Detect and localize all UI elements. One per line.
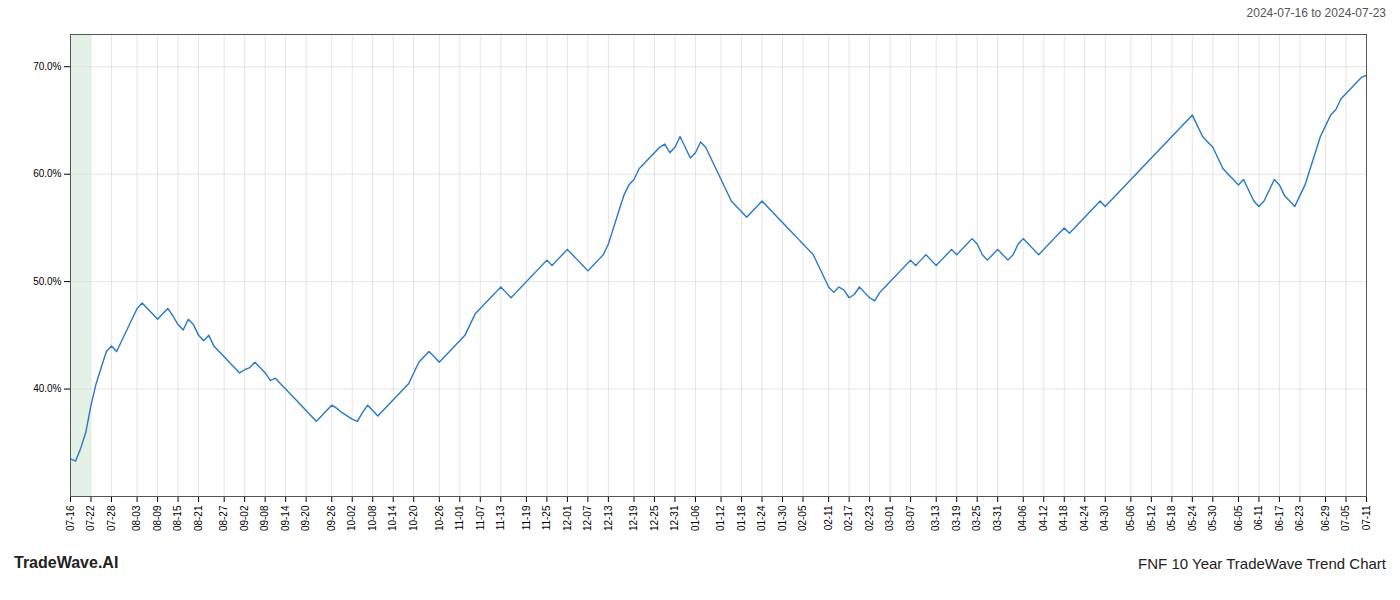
svg-text:11-25: 11-25 <box>541 505 552 530</box>
svg-text:10-02: 10-02 <box>346 505 357 531</box>
svg-text:12-31: 12-31 <box>669 505 680 531</box>
svg-text:12-19: 12-19 <box>628 505 639 531</box>
svg-text:11-13: 11-13 <box>495 505 506 530</box>
svg-text:03-31: 03-31 <box>992 505 1003 531</box>
svg-text:60.0%: 60.0% <box>33 168 61 179</box>
svg-text:07-11: 07-11 <box>1361 505 1372 530</box>
svg-text:01-18: 01-18 <box>736 505 747 531</box>
svg-text:08-21: 08-21 <box>193 505 204 531</box>
svg-text:10-20: 10-20 <box>408 505 419 531</box>
svg-text:40.0%: 40.0% <box>33 383 61 394</box>
svg-text:06-11: 06-11 <box>1253 505 1264 530</box>
svg-text:08-03: 08-03 <box>131 505 142 531</box>
svg-text:07-05: 07-05 <box>1340 505 1351 531</box>
svg-text:01-24: 01-24 <box>756 505 767 531</box>
svg-text:10-26: 10-26 <box>434 505 445 531</box>
svg-text:04-18: 04-18 <box>1058 505 1069 531</box>
svg-text:07-22: 07-22 <box>85 505 96 531</box>
svg-text:02-11: 02-11 <box>823 505 834 530</box>
svg-text:01-06: 01-06 <box>690 505 701 531</box>
svg-text:09-02: 09-02 <box>239 505 250 531</box>
svg-text:12-25: 12-25 <box>649 505 660 531</box>
html-text:FNF 10 Year TradeWave Trend Ch: FNF 10 Year TradeWave Trend Chart <box>1138 555 1386 572</box>
svg-text:09-20: 09-20 <box>300 505 311 531</box>
svg-text:05-18: 05-18 <box>1166 505 1177 531</box>
svg-text:02-23: 02-23 <box>864 505 875 531</box>
svg-text:06-17: 06-17 <box>1274 505 1285 531</box>
svg-text:08-15: 08-15 <box>172 505 183 531</box>
svg-text:07-28: 07-28 <box>106 505 117 531</box>
svg-text:05-12: 05-12 <box>1146 505 1157 531</box>
svg-text:50.0%: 50.0% <box>33 276 61 287</box>
svg-text:11-19: 11-19 <box>521 505 532 530</box>
svg-text:04-12: 04-12 <box>1038 505 1049 531</box>
svg-text:06-05: 06-05 <box>1233 505 1244 531</box>
svg-text:09-14: 09-14 <box>280 505 291 531</box>
svg-text:08-27: 08-27 <box>218 505 229 531</box>
svg-text:03-19: 03-19 <box>951 505 962 531</box>
svg-text:01-30: 01-30 <box>777 505 788 531</box>
svg-text:12-01: 12-01 <box>562 505 573 531</box>
svg-text:05-06: 05-06 <box>1125 505 1136 531</box>
svg-text:06-29: 06-29 <box>1320 505 1331 531</box>
svg-text:01-12: 01-12 <box>715 505 726 531</box>
svg-text:70.0%: 70.0% <box>33 61 61 72</box>
svg-text:12-07: 12-07 <box>582 505 593 531</box>
svg-text:02-17: 02-17 <box>843 505 854 531</box>
svg-text:09-08: 09-08 <box>259 505 270 531</box>
svg-text:09-26: 09-26 <box>326 505 337 531</box>
svg-text:10-14: 10-14 <box>387 505 398 531</box>
svg-text:06-23: 06-23 <box>1294 505 1305 531</box>
svg-text:11-07: 11-07 <box>475 505 486 530</box>
html-text:TradeWave.AI: TradeWave.AI <box>14 554 119 571</box>
svg-text:11-01: 11-01 <box>454 505 465 530</box>
svg-text:10-08: 10-08 <box>367 505 378 531</box>
svg-text:05-24: 05-24 <box>1187 505 1198 531</box>
svg-text:07-16: 07-16 <box>65 505 76 531</box>
svg-text:04-30: 04-30 <box>1099 505 1110 531</box>
html-text:2024-07-16 to 2024-07-23: 2024-07-16 to 2024-07-23 <box>1246 6 1386 20</box>
svg-text:03-13: 03-13 <box>930 505 941 531</box>
svg-text:03-01: 03-01 <box>884 505 895 531</box>
svg-text:03-25: 03-25 <box>971 505 982 531</box>
svg-text:05-30: 05-30 <box>1207 505 1218 531</box>
svg-text:12-13: 12-13 <box>603 505 614 531</box>
svg-text:02-05: 02-05 <box>797 505 808 531</box>
svg-text:04-06: 04-06 <box>1017 505 1028 531</box>
svg-text:08-09: 08-09 <box>152 505 163 531</box>
svg-text:03-07: 03-07 <box>905 505 916 531</box>
svg-text:04-24: 04-24 <box>1079 505 1090 531</box>
